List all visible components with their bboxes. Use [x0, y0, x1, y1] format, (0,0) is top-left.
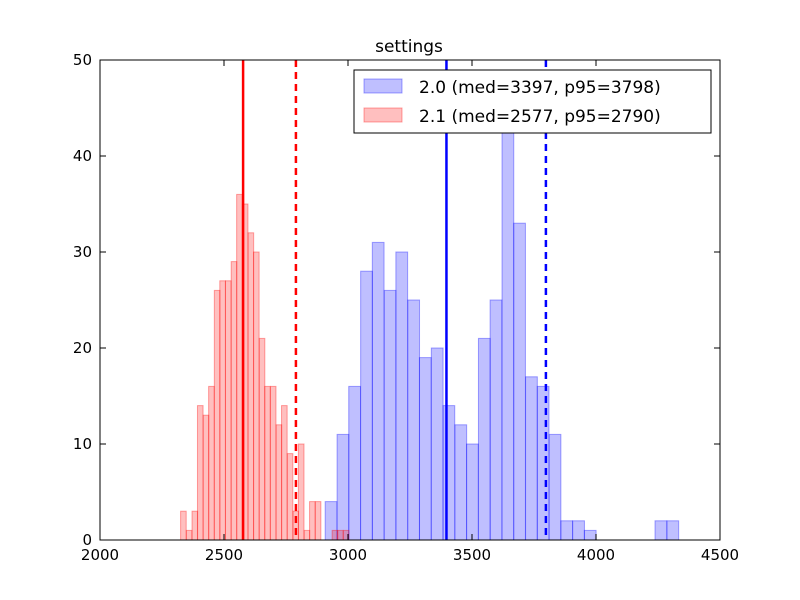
hist-bar-series-0-bin-2 — [348, 385, 361, 541]
hist-bar-series-1-bin-23 — [309, 501, 316, 541]
plot-frame — [99, 59, 721, 541]
hist-bar-series-1-bin-8 — [224, 280, 232, 541]
hist-bar-series-1-bin-1 — [185, 529, 193, 541]
legend-label-2-0: 2.0 (med=3397, p95=3798) — [419, 78, 661, 98]
hist-bar-series-1-bin-7 — [219, 280, 226, 541]
x-tick-label: 3000 — [329, 546, 367, 564]
y-tick-label: 40 — [73, 147, 92, 165]
hist-bar-series-0-bin-14 — [489, 299, 503, 541]
legend-frame — [353, 69, 712, 134]
y-tick-label: 0 — [82, 531, 92, 549]
hist-bar-series-0-bin-8 — [418, 357, 432, 541]
hist-bar-series-0-bin-22 — [583, 529, 597, 541]
x-tick-label: 2000 — [81, 546, 119, 564]
hist-bar-series-1-bin-14 — [258, 337, 266, 541]
hist-bar-series-1-bin-10 — [236, 193, 243, 541]
hist-bar-series-0-bin-29 — [666, 520, 680, 541]
hist-bar-series-0-bin-4 — [371, 241, 385, 541]
hist-bar-series-1-bin-15 — [264, 385, 271, 541]
legend-swatch-2-0 — [363, 78, 403, 94]
hist-bar-series-1-bin-27 — [331, 529, 339, 541]
hist-bar-series-0-bin-7 — [407, 299, 421, 541]
hist-bar-series-0-bin-18 — [536, 385, 550, 541]
hist-bar-series-0-bin-10 — [442, 405, 456, 541]
hist-bar-series-0-bin-5 — [383, 289, 397, 541]
chart-title: settings — [375, 37, 443, 57]
hist-bar-series-0-bin-12 — [466, 443, 479, 541]
y-tick-label: 10 — [73, 435, 92, 453]
hist-bar-series-0-bin-20 — [560, 520, 574, 541]
y-tick-label: 30 — [73, 243, 92, 261]
hist-bar-series-1-bin-6 — [213, 289, 221, 541]
hist-bar-series-0-bin-11 — [454, 424, 468, 541]
hist-bar-series-1-bin-13 — [253, 251, 260, 541]
legend: 2.0 (med=3397, p95=3798) 2.1 (med=2577, … — [353, 69, 712, 134]
hist-bar-series-0-bin-9 — [430, 347, 444, 541]
x-tick-label: 3500 — [453, 546, 491, 564]
hist-bar-series-0-bin-28 — [654, 520, 668, 541]
hist-bar-series-1-bin-16 — [269, 385, 277, 541]
reference-lines-layer — [241, 60, 548, 540]
hist-bar-series-0-bin-3 — [360, 270, 373, 541]
x-tick-label: 4500 — [701, 546, 739, 564]
hist-bar-series-0-bin-13 — [477, 337, 491, 541]
hist-bar-series-1-bin-22 — [303, 529, 311, 541]
legend-label-2-1: 2.1 (med=2577, p95=2790) — [419, 107, 661, 127]
hist-bar-series-1-bin-0 — [180, 510, 187, 541]
hist-bar-series-1-bin-28 — [337, 529, 344, 541]
hist-bar-series-0-bin-19 — [548, 433, 562, 541]
y-tick-label: 50 — [73, 51, 92, 69]
hist-bar-series-1-bin-19 — [286, 453, 294, 541]
hist-bar-series-1-bin-3 — [196, 405, 204, 541]
hist-bar-series-0-bin-1 — [336, 433, 350, 541]
hist-bar-series-0-bin-6 — [395, 251, 409, 541]
x-tick-label: 2500 — [205, 546, 243, 564]
hist-bar-series-0-bin-21 — [572, 520, 585, 541]
hist-bar-series-1-bin-20 — [292, 510, 300, 541]
hist-bar-series-0-bin-17 — [525, 376, 538, 541]
hist-bar-series-0-bin-16 — [513, 222, 526, 541]
x-tick-label: 4000 — [577, 546, 615, 564]
legend-swatch-2-1 — [363, 107, 403, 123]
ticks-layer: 2000 2500 3000 3500 4000 4500 0 10 20 30 40 50 — [73, 51, 739, 564]
hist-bar-series-1-bin-17 — [275, 424, 283, 541]
hist-bar-series-1-bin-21 — [297, 443, 305, 541]
hist-bar-series-1-bin-4 — [202, 414, 210, 541]
hist-bar-series-0-bin-15 — [501, 126, 515, 541]
hist-bar-series-1-bin-18 — [281, 405, 288, 541]
hist-bar-series-1-bin-5 — [208, 385, 215, 541]
hist-bar-series-1-bin-12 — [247, 232, 255, 541]
hist-bar-series-1-bin-24 — [314, 501, 322, 541]
hist-bar-series-1-bin-9 — [230, 261, 238, 541]
hist-bar-series-1-bin-2 — [191, 510, 199, 541]
y-tick-label: 20 — [73, 339, 92, 357]
